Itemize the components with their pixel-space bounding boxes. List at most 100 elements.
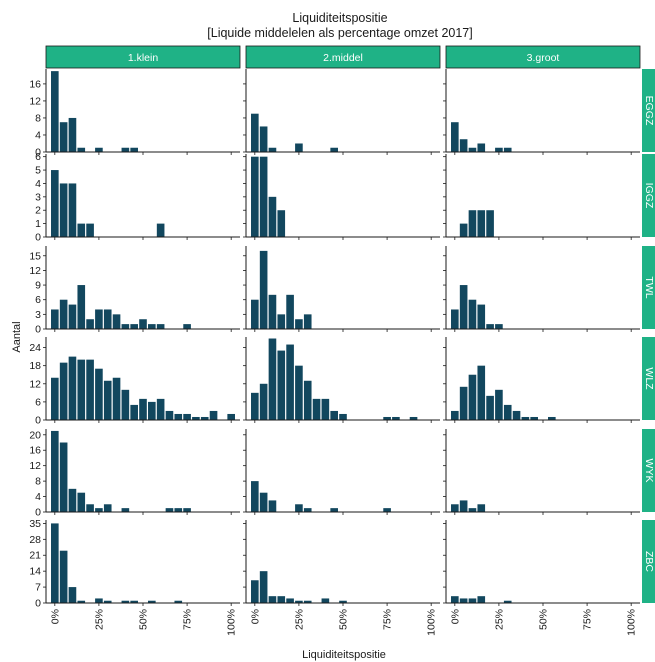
row-strip-label: WYK [643,459,655,483]
histogram-bar [59,442,68,512]
histogram-bar [95,598,103,603]
column-strip-1 [45,45,241,69]
histogram-bar [59,183,68,237]
histogram-bar [295,504,303,512]
x-tick-label: 75% [582,609,594,630]
y-tick-label: 3 [35,191,41,203]
histogram-bar [268,338,277,420]
panel-eggz-middel [243,69,440,155]
y-tick-label: 8 [35,112,41,124]
histogram-bar [503,600,512,603]
y-tick-label: 3 [35,309,41,321]
y-tick-label: 35 [29,518,41,530]
histogram-bar [103,600,112,603]
column-strip-2 [245,45,441,69]
histogram-bar [86,504,94,512]
y-tick-label: 15 [29,250,41,262]
histogram-bar [451,504,459,512]
histogram-bar [451,596,459,603]
histogram-bar [503,404,512,420]
y-tick-label: 4 [35,491,41,503]
column-strip-3 [445,45,641,69]
histogram-bar [86,223,94,237]
histogram-bar [130,324,138,329]
histogram-bar [339,413,347,420]
histogram-bar [174,600,183,603]
histogram-bar [495,324,503,329]
histogram-bar [59,122,68,152]
row-strip-label: TWL [643,276,655,298]
histogram-bar [156,223,165,237]
y-tick-label: 6 [35,396,41,408]
row-strip-wyk [642,429,655,512]
x-tick-label: 25% [93,609,105,630]
histogram-bar [259,126,268,152]
histogram-bar [451,122,459,152]
panel-eggz-klein: 0 4 8 12 16 [29,69,240,159]
x-tick-label: 0% [449,609,461,624]
x-tick-label: 100% [226,609,238,636]
histogram-bar [77,492,86,512]
histogram-bar [130,404,138,420]
y-tick-label: 12 [29,460,41,472]
histogram-bar [512,410,521,420]
y-tick-label: 4 [35,129,41,141]
row-strip-label: IGGZ [643,183,655,209]
panel-twl-klein: 0 3 6 9 12 15 [29,246,240,336]
histogram-bar [174,508,183,512]
y-tick-label: 12 [29,265,41,277]
histogram-bar [103,309,112,329]
panel-wyk-groot [443,429,640,515]
panel-wlz-groot [443,337,640,423]
histogram-bar [312,398,321,420]
panel-iggz-groot [443,154,640,240]
histogram-bar [68,117,77,152]
x-tick-label: 50% [338,609,350,630]
histogram-bar [183,413,191,420]
histogram-bar [121,600,130,603]
histogram-bar [530,416,538,420]
y-tick-label: 0 [35,507,41,519]
row-strip-zbc [642,520,655,603]
y-tick-label: 20 [29,429,41,441]
histogram-bar [521,416,530,420]
y-tick-label: 0 [35,232,41,244]
y-tick-label: 4 [35,178,41,190]
histogram-bar [259,383,268,420]
histogram-bar [303,314,312,329]
histogram-bar [459,223,468,237]
histogram-bar [103,504,112,512]
histogram-bar [121,324,130,329]
histogram-bar [68,356,77,420]
panel-twl-middel [243,246,440,332]
histogram-bar [200,416,209,420]
y-tick-label: 0 [35,324,41,336]
histogram-bar [95,309,103,329]
histogram-bar [77,223,86,237]
y-tick-label: 24 [29,342,41,354]
histogram-bar [130,600,138,603]
histogram-bar [51,71,59,152]
histogram-bar [77,359,86,420]
panel-iggz-klein: 0 12 345 6 [35,151,240,244]
histogram-bar [477,304,486,329]
y-tick-label: 21 [29,550,41,562]
histogram-bar [259,492,268,512]
row-strip-label: ZBC [643,551,655,572]
histogram-bar [251,113,259,152]
histogram-bar [183,508,191,512]
histogram-bar [468,598,477,603]
histogram-bar [121,508,130,512]
x-tick-label: 50% [138,609,150,630]
x-tick-label: 25% [493,609,505,630]
histogram-bar [303,380,312,420]
histogram-bar [268,196,277,237]
histogram-bar [77,600,86,603]
histogram-bar [277,596,286,603]
histogram-bar [477,504,486,512]
histogram-bar [268,596,277,603]
histogram-bar [112,377,121,420]
histogram-bar [156,324,165,329]
panel-zbc-groot: 0% 25% 50% 75% 100% [443,520,640,636]
histogram-bar [286,344,294,420]
